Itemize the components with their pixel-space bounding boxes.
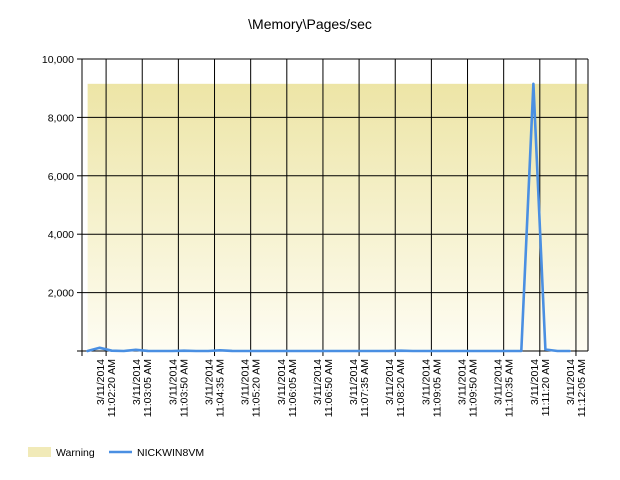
y-tick-label: 10,000 [42,54,74,66]
data-point [122,350,125,352]
data-point [363,350,366,352]
data-point [351,350,354,352]
data-point [460,350,462,352]
data-point [243,350,246,352]
x-tick-label: 3/11/2014 11:08:20 AM [384,359,407,417]
y-tick-label: 6,000 [48,171,74,183]
data-point [231,349,234,352]
x-tick-label-time: 11:06:05 AM [287,359,299,417]
x-tick-label-date: 3/11/2014 [565,359,577,405]
data-point [207,350,209,352]
x-tick-label-date: 3/11/2014 [348,359,360,405]
legend: Warning NICKWIN8VM [28,447,204,459]
x-tick-label-time: 11:05:20 AM [251,359,263,417]
y-tick-label: 4,000 [48,229,74,241]
data-point [472,350,475,352]
data-point [399,349,402,352]
data-point [315,350,318,352]
data-point [556,350,559,352]
data-point [532,82,535,85]
data-point [520,350,523,352]
x-tick-label: 3/11/2014 11:09:50 AM [457,359,480,417]
x-tick-label-time: 11:11:20 AM [540,359,552,416]
x-tick-label-date: 3/11/2014 [493,359,505,405]
x-tick-label-date: 3/11/2014 [167,359,179,405]
x-tick-label-date: 3/11/2014 [204,359,216,405]
x-tick-label: 3/11/2014 11:06:05 AM [276,359,299,417]
data-point [303,350,306,352]
data-point [86,350,89,352]
x-tick-label-time: 11:08:20 AM [395,359,407,417]
series-points [86,82,571,352]
x-tick-label: 3/11/2014 11:03:50 AM [167,359,190,417]
data-point [255,350,258,352]
data-point [146,349,149,352]
data-point [159,350,161,352]
x-tick-label: 3/11/2014 11:12:05 AM [565,359,588,417]
x-tick-label-date: 3/11/2014 [312,359,324,405]
data-point [448,350,450,352]
legend-swatch-warning [28,447,51,457]
x-tick-label: 3/11/2014 11:03:05 AM [131,359,154,417]
x-tick-label-time: 11:07:35 AM [359,359,371,417]
x-tick-label-date: 3/11/2014 [384,359,396,405]
data-point [279,350,282,352]
data-point [375,350,378,352]
x-tick-label-date: 3/11/2014 [95,359,107,405]
x-tick-label: 3/11/2014 11:07:35 AM [348,359,371,417]
data-point [339,350,342,352]
legend-label-nickwin8vm: NICKWIN8VM [137,447,204,459]
x-tick-label-time: 11:03:05 AM [142,359,154,417]
data-point [424,350,426,352]
x-tick-label-time: 11:02:20 AM [106,359,118,417]
x-tick-label: 3/11/2014 11:10:35 AM [493,359,516,417]
data-point [267,350,270,352]
x-tick-label-time: 11:09:50 AM [468,359,480,417]
x-tick-label-date: 3/11/2014 [529,359,541,405]
x-tick-label-time: 11:12:05 AM [576,359,588,417]
data-point [508,350,511,352]
data-point [544,348,547,351]
y-tick-label: 8,000 [48,112,74,124]
legend-label-warning: Warning [56,447,95,459]
y-axis-tick-labels: 2,000 4,000 6,000 8,000 10,000 [42,54,74,300]
x-tick-label: 3/11/2014 11:06:50 AM [312,359,335,417]
x-tick-label: 3/11/2014 11:09:05 AM [420,359,443,417]
data-point [171,350,173,352]
data-point [387,350,390,352]
data-point [436,350,438,352]
chart-title: \Memory\Pages/sec [248,16,372,32]
x-tick-label-time: 11:03:50 AM [178,359,190,417]
x-tick-label: 3/11/2014 11:05:20 AM [240,359,263,417]
data-point [327,350,330,352]
x-tick-label-time: 11:09:05 AM [431,359,443,417]
x-tick-label-time: 11:04:35 AM [215,359,227,417]
x-tick-label: 3/11/2014 11:04:35 AM [204,359,227,417]
data-point [496,350,499,352]
x-axis-tick-labels: 3/11/2014 11:02:20 AM 3/11/2014 11:03:05 AM… [95,359,588,417]
data-point [412,350,414,352]
data-point [291,350,294,352]
x-tick-label-date: 3/11/2014 [131,359,143,405]
data-point [568,350,571,352]
x-tick-label-date: 3/11/2014 [457,359,469,405]
x-tick-label: 3/11/2014 11:02:20 AM [95,359,118,417]
x-tick-label-time: 11:10:35 AM [504,359,516,417]
x-tick-label-date: 3/11/2014 [240,359,252,405]
data-point [134,348,137,351]
data-point [98,346,101,349]
data-point [183,349,185,352]
x-tick-label: 3/11/2014 11:11:20 AM [529,359,552,417]
x-tick-label-time: 11:06:50 AM [323,359,335,417]
x-tick-label-date: 3/11/2014 [420,359,432,405]
x-tick-label-date: 3/11/2014 [276,359,288,405]
data-point [110,349,113,352]
data-point [195,350,197,352]
y-tick-label: 2,000 [48,288,74,300]
warning-band [87,83,588,351]
data-point [219,349,222,352]
data-point [484,350,487,352]
